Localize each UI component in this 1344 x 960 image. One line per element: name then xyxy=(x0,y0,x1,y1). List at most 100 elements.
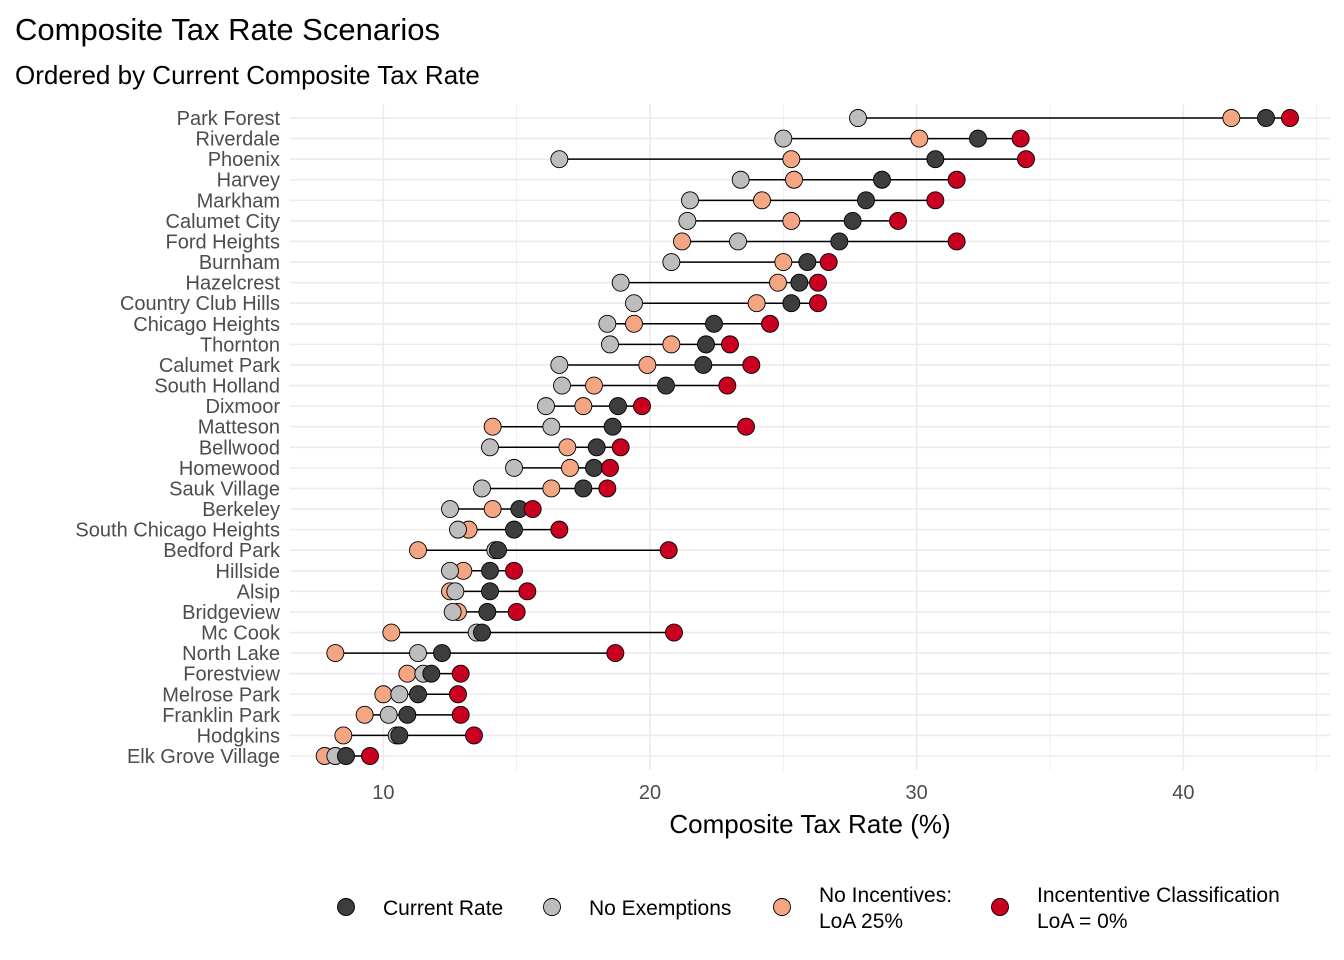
point-current xyxy=(843,211,862,230)
point-noexempt xyxy=(550,150,569,169)
y-tick-label: Mc Cook xyxy=(201,623,281,645)
point-noexempt xyxy=(553,376,571,395)
y-tick-label: Calumet Park xyxy=(159,355,281,377)
point-noexempt xyxy=(390,685,409,704)
point-incent xyxy=(601,458,619,477)
y-tick-label: Ford Heights xyxy=(166,231,281,253)
y-tick-label: Park Forest xyxy=(177,108,281,130)
point-incent xyxy=(809,294,827,313)
y-tick-label: Calumet City xyxy=(166,211,280,233)
y-tick-label: South Holland xyxy=(154,376,280,398)
point-current xyxy=(398,705,417,724)
point-noexempt xyxy=(611,273,630,292)
point-current xyxy=(782,294,801,313)
point-incent xyxy=(1011,129,1030,148)
point-incent xyxy=(606,644,625,663)
y-tick-label: Phoenix xyxy=(208,149,280,171)
point-noexempt xyxy=(409,644,427,663)
point-noincent xyxy=(561,458,579,477)
point-current xyxy=(705,314,723,333)
point-noexempt xyxy=(729,232,747,251)
point-noincent xyxy=(673,232,691,251)
point-current xyxy=(969,129,987,148)
point-noincent xyxy=(782,211,801,230)
legend: Current Rate No Exemptions No Incentives: L… xyxy=(337,884,1280,933)
y-tick-label: Forestview xyxy=(183,664,280,686)
point-current xyxy=(337,747,355,765)
point-noincent xyxy=(409,541,427,560)
point-noincent xyxy=(334,726,353,745)
point-noexempt xyxy=(598,314,617,333)
point-current xyxy=(926,150,945,169)
point-current xyxy=(481,582,499,601)
point-noincent xyxy=(769,273,787,292)
point-current xyxy=(657,376,675,395)
y-tick-label: Hazelcrest xyxy=(186,273,281,295)
point-current xyxy=(422,664,441,683)
point-incent xyxy=(718,376,737,395)
point-noincent xyxy=(398,664,417,683)
legend-label-current: Current Rate xyxy=(383,897,503,920)
point-noexempt xyxy=(601,335,619,354)
y-tick-label: Harvey xyxy=(217,170,280,192)
point-noexempt xyxy=(542,417,561,436)
y-tick-label: South Chicago Heights xyxy=(75,520,280,542)
legend-label-incent: Incententive Classification LoA = 0% xyxy=(1037,884,1280,933)
x-tick-label: 40 xyxy=(1172,782,1194,804)
y-tick-label: Sauk Village xyxy=(169,478,280,500)
point-incent xyxy=(947,170,966,189)
point-incent xyxy=(659,541,678,560)
point-incent xyxy=(361,747,379,765)
x-axis-title: Composite Tax Rate (%) xyxy=(669,809,950,839)
y-tick-label: Hodgkins xyxy=(197,725,280,747)
point-incent xyxy=(761,314,779,333)
point-noexempt xyxy=(537,397,555,416)
x-tick-label: 10 xyxy=(372,782,394,804)
point-incent xyxy=(505,561,523,580)
point-current xyxy=(390,726,409,745)
point-current xyxy=(473,623,491,642)
point-incent xyxy=(451,705,470,724)
point-current xyxy=(489,541,507,560)
point-noexempt xyxy=(443,602,462,621)
point-noexempt xyxy=(774,129,793,148)
point-noexempt xyxy=(550,356,569,374)
x-tick-label: 20 xyxy=(639,782,661,804)
y-tick-label: Riverdale xyxy=(196,129,280,151)
x-axis-ticks: 10 20 30 40 xyxy=(372,782,1194,804)
point-current xyxy=(798,253,817,272)
point-current xyxy=(481,561,499,580)
point-noexempt xyxy=(505,458,523,477)
legend-key-incent xyxy=(991,898,1009,916)
point-incent xyxy=(451,664,470,683)
point-current xyxy=(697,335,715,354)
point-current xyxy=(505,520,523,539)
point-noexempt xyxy=(441,561,459,580)
point-incent xyxy=(449,685,467,704)
chart-subtitle: Ordered by Current Composite Tax Rate xyxy=(15,60,480,90)
legend-label-noexempt: No Exemptions xyxy=(589,897,731,920)
point-current xyxy=(574,479,593,498)
y-tick-label: North Lake xyxy=(182,643,280,665)
point-noincent xyxy=(662,335,681,354)
point-noincent xyxy=(542,479,561,498)
legend-key-noexempt xyxy=(543,898,561,916)
point-incent xyxy=(742,356,761,374)
point-incent xyxy=(611,438,630,457)
point-noincent xyxy=(382,623,401,642)
point-noincent xyxy=(753,191,771,210)
point-noincent xyxy=(483,417,502,436)
point-incent xyxy=(665,623,683,642)
y-tick-label: Matteson xyxy=(198,417,280,439)
point-noincent xyxy=(638,356,657,374)
point-noincent xyxy=(374,685,393,704)
point-current xyxy=(478,602,497,621)
point-noincent xyxy=(574,397,593,416)
point-current xyxy=(433,644,451,663)
point-noincent xyxy=(326,644,345,663)
point-incent xyxy=(518,582,537,601)
point-noincent xyxy=(782,150,801,169)
y-tick-label: Bellwood xyxy=(199,437,280,459)
legend-label-noincent: No Incentives: LoA 25% xyxy=(819,884,952,933)
y-tick-label: Melrose Park xyxy=(162,684,281,706)
